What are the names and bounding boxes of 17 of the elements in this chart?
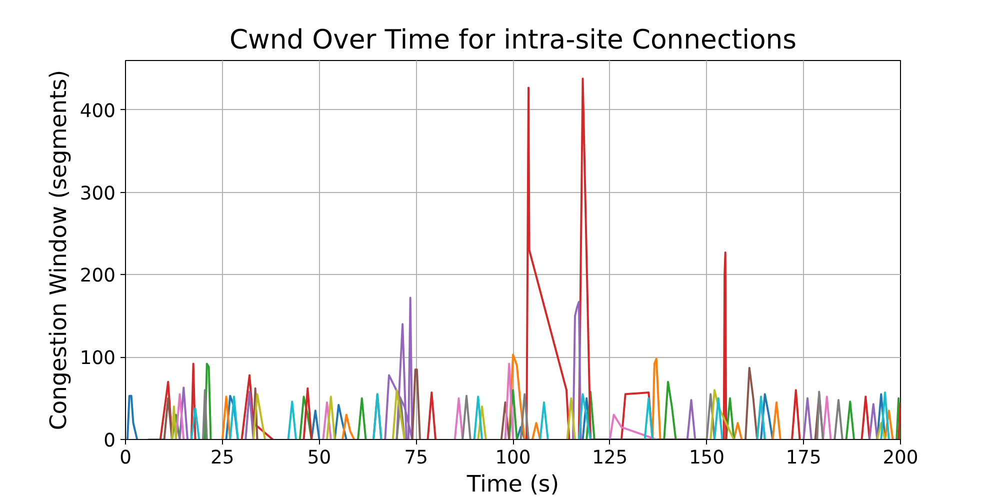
y-tick-label: 400	[80, 100, 116, 122]
x-tick-label: 100	[495, 448, 531, 468]
x-tick-label: 75	[404, 448, 428, 468]
x-tick-label: 0	[120, 448, 132, 468]
y-tick-label: 200	[80, 266, 116, 287]
x-tick-label: 25	[210, 448, 234, 468]
y-tick-label: 300	[80, 183, 116, 204]
chart-title: Cwnd Over Time for intra-site Connections	[229, 24, 797, 56]
x-tick-label: 175	[786, 448, 822, 468]
x-tick-label: 50	[307, 448, 332, 468]
y-tick-label: 0	[104, 430, 116, 452]
y-tick-label: 100	[80, 348, 116, 370]
x-axis-title: Time (s)	[466, 472, 560, 498]
x-tick-label: 150	[688, 448, 725, 468]
y-axis-title: Congestion Window (segments)	[46, 70, 72, 430]
x-tick-label: 200	[882, 448, 918, 468]
x-tick-label: 125	[592, 448, 628, 468]
